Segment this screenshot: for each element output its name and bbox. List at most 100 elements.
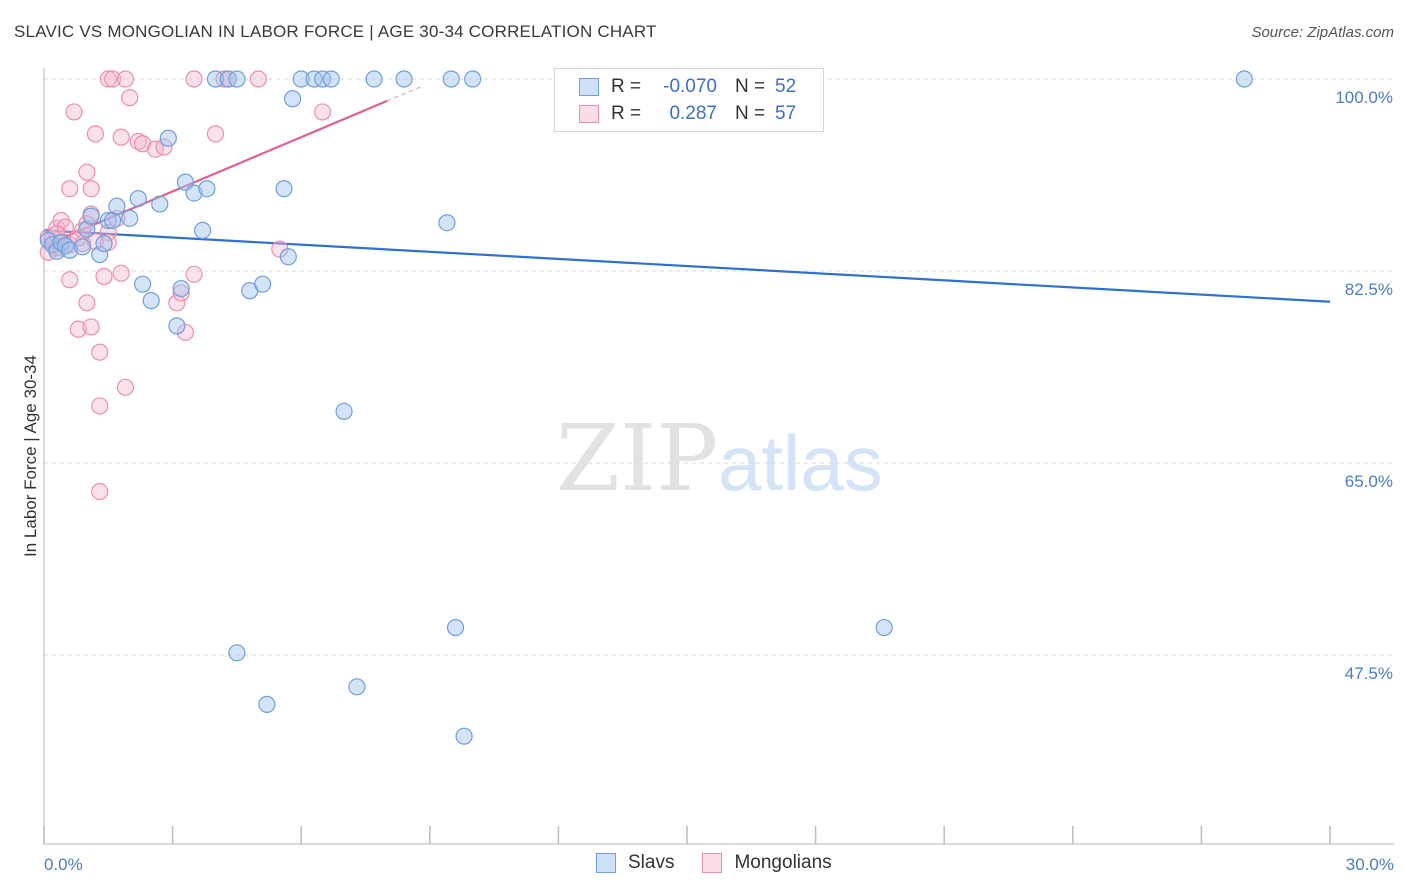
slavs-point	[228, 644, 246, 662]
series-legend-mongolians: Mongolians	[702, 852, 832, 874]
chart-title: SLAVIC VS MONGOLIAN IN LABOR FORCE | AGE…	[14, 22, 657, 41]
mongolians-trend-line	[43, 99, 388, 247]
legend-r-value: -0.070	[663, 76, 717, 97]
slavs-point	[129, 189, 147, 208]
slavs-point	[228, 70, 246, 88]
slavs-point	[198, 180, 216, 198]
slavs-point	[442, 70, 460, 88]
mongolians-point	[249, 70, 267, 88]
x-tick-label: 30.0%	[1346, 855, 1394, 874]
mongolians-point	[103, 70, 122, 88]
series-label-mongolians: Mongolians	[734, 852, 832, 873]
slavs-point	[455, 727, 473, 745]
watermark-zip: ZIP	[556, 405, 718, 512]
slavs-point	[91, 245, 109, 264]
slavs-point	[151, 195, 169, 213]
mongolians-point	[61, 180, 79, 198]
slavs-trend-line	[43, 229, 1331, 303]
legend-row-slavs: R = -0.070 N = 52	[579, 75, 796, 99]
slavs-point	[254, 275, 272, 293]
y-tick-label: 82.5%	[1345, 280, 1393, 299]
slavs-point	[194, 221, 212, 240]
mongolians-point	[65, 103, 83, 121]
y-tick-label: 65.0%	[1345, 472, 1393, 491]
legend-swatch-mongolians	[579, 105, 599, 123]
slavs-point	[142, 292, 160, 310]
mongolians-point	[82, 180, 100, 198]
legend-n-label: N =	[735, 103, 766, 124]
series-swatch-slavs	[596, 853, 616, 873]
slavs-point	[172, 279, 190, 298]
slavs-point	[335, 402, 353, 421]
slavs-point	[258, 695, 276, 713]
slavs-point	[99, 211, 117, 230]
series-legend: Slavs Mongolians	[596, 852, 860, 874]
slavs-point	[365, 70, 383, 88]
y-axis-label: In Labor Force | Age 30-34	[21, 355, 40, 557]
mongolians-trend-extension	[386, 86, 422, 102]
slavs-point	[446, 618, 465, 637]
series-label-slavs: Slavs	[628, 852, 675, 873]
mongolians-point	[112, 128, 130, 146]
legend-r-label: R =	[611, 103, 642, 124]
slavs-point	[82, 207, 100, 225]
mongolians-point	[185, 70, 203, 88]
mongolians-point	[172, 284, 190, 302]
slavs-point	[48, 242, 66, 260]
series-swatch-mongolians	[702, 853, 723, 873]
x-tick-label: 0.0%	[44, 855, 83, 874]
slavs-point	[185, 184, 203, 202]
mongolians-point	[91, 397, 109, 415]
mongolians-point	[133, 135, 152, 153]
mongolians-point	[69, 320, 87, 338]
data-points	[39, 70, 1253, 745]
mongolians-point	[206, 125, 225, 143]
grid	[44, 78, 1394, 656]
mongolians-point	[99, 70, 117, 88]
mongolians-point	[91, 343, 109, 361]
mongolians-point	[61, 271, 79, 289]
slavs-point	[159, 129, 177, 147]
slavs-point	[464, 70, 482, 88]
mongolians-point	[314, 103, 332, 121]
mongolians-point	[155, 138, 173, 156]
slavs-point	[78, 220, 96, 238]
legend-swatch-slavs	[579, 78, 599, 96]
mongolians-point	[116, 378, 135, 396]
legend-n-label: N =	[735, 76, 766, 97]
slavs-point	[121, 209, 139, 227]
mongolians-point	[95, 267, 113, 286]
mongolians-point	[69, 229, 87, 247]
source-label: Source: ZipAtlas.com	[1251, 24, 1394, 41]
slavs-point	[279, 248, 297, 266]
mongolians-point	[185, 265, 203, 283]
legend-r-value: 0.287	[669, 103, 717, 124]
slavs-point	[322, 70, 340, 88]
legend-n-value: 57	[775, 103, 797, 124]
slavs-point	[206, 70, 225, 88]
slavs-point	[103, 211, 122, 230]
series-legend-slavs: Slavs	[596, 852, 674, 874]
slavs-point	[395, 70, 413, 88]
slavs-point	[95, 234, 113, 253]
legend-r-label: R =	[611, 76, 642, 97]
slavs-point	[61, 241, 79, 259]
slavs-point	[168, 317, 186, 335]
mongolians-point	[112, 264, 130, 282]
mongolians-point	[121, 89, 139, 107]
tick-labels: 100.0% 82.5% 65.0% 47.5% 0.0% 30.0%	[44, 88, 1394, 874]
mongolians-point	[82, 318, 100, 336]
slavs-point	[348, 678, 366, 696]
slavs-point	[73, 238, 92, 256]
trend-lines	[43, 86, 1331, 303]
slavs-point	[438, 214, 456, 232]
y-tick-label: 100.0%	[1335, 88, 1393, 107]
slavs-point	[284, 90, 302, 108]
legend-n-value: 52	[775, 76, 797, 97]
mongolians-point	[176, 323, 195, 342]
slavs-point	[108, 197, 126, 215]
correlation-legend: R = -0.070 N = 52 R = 0.287 N = 57	[554, 68, 824, 132]
watermark: ZIP atlas	[556, 405, 883, 512]
mongolians-point	[78, 163, 96, 181]
